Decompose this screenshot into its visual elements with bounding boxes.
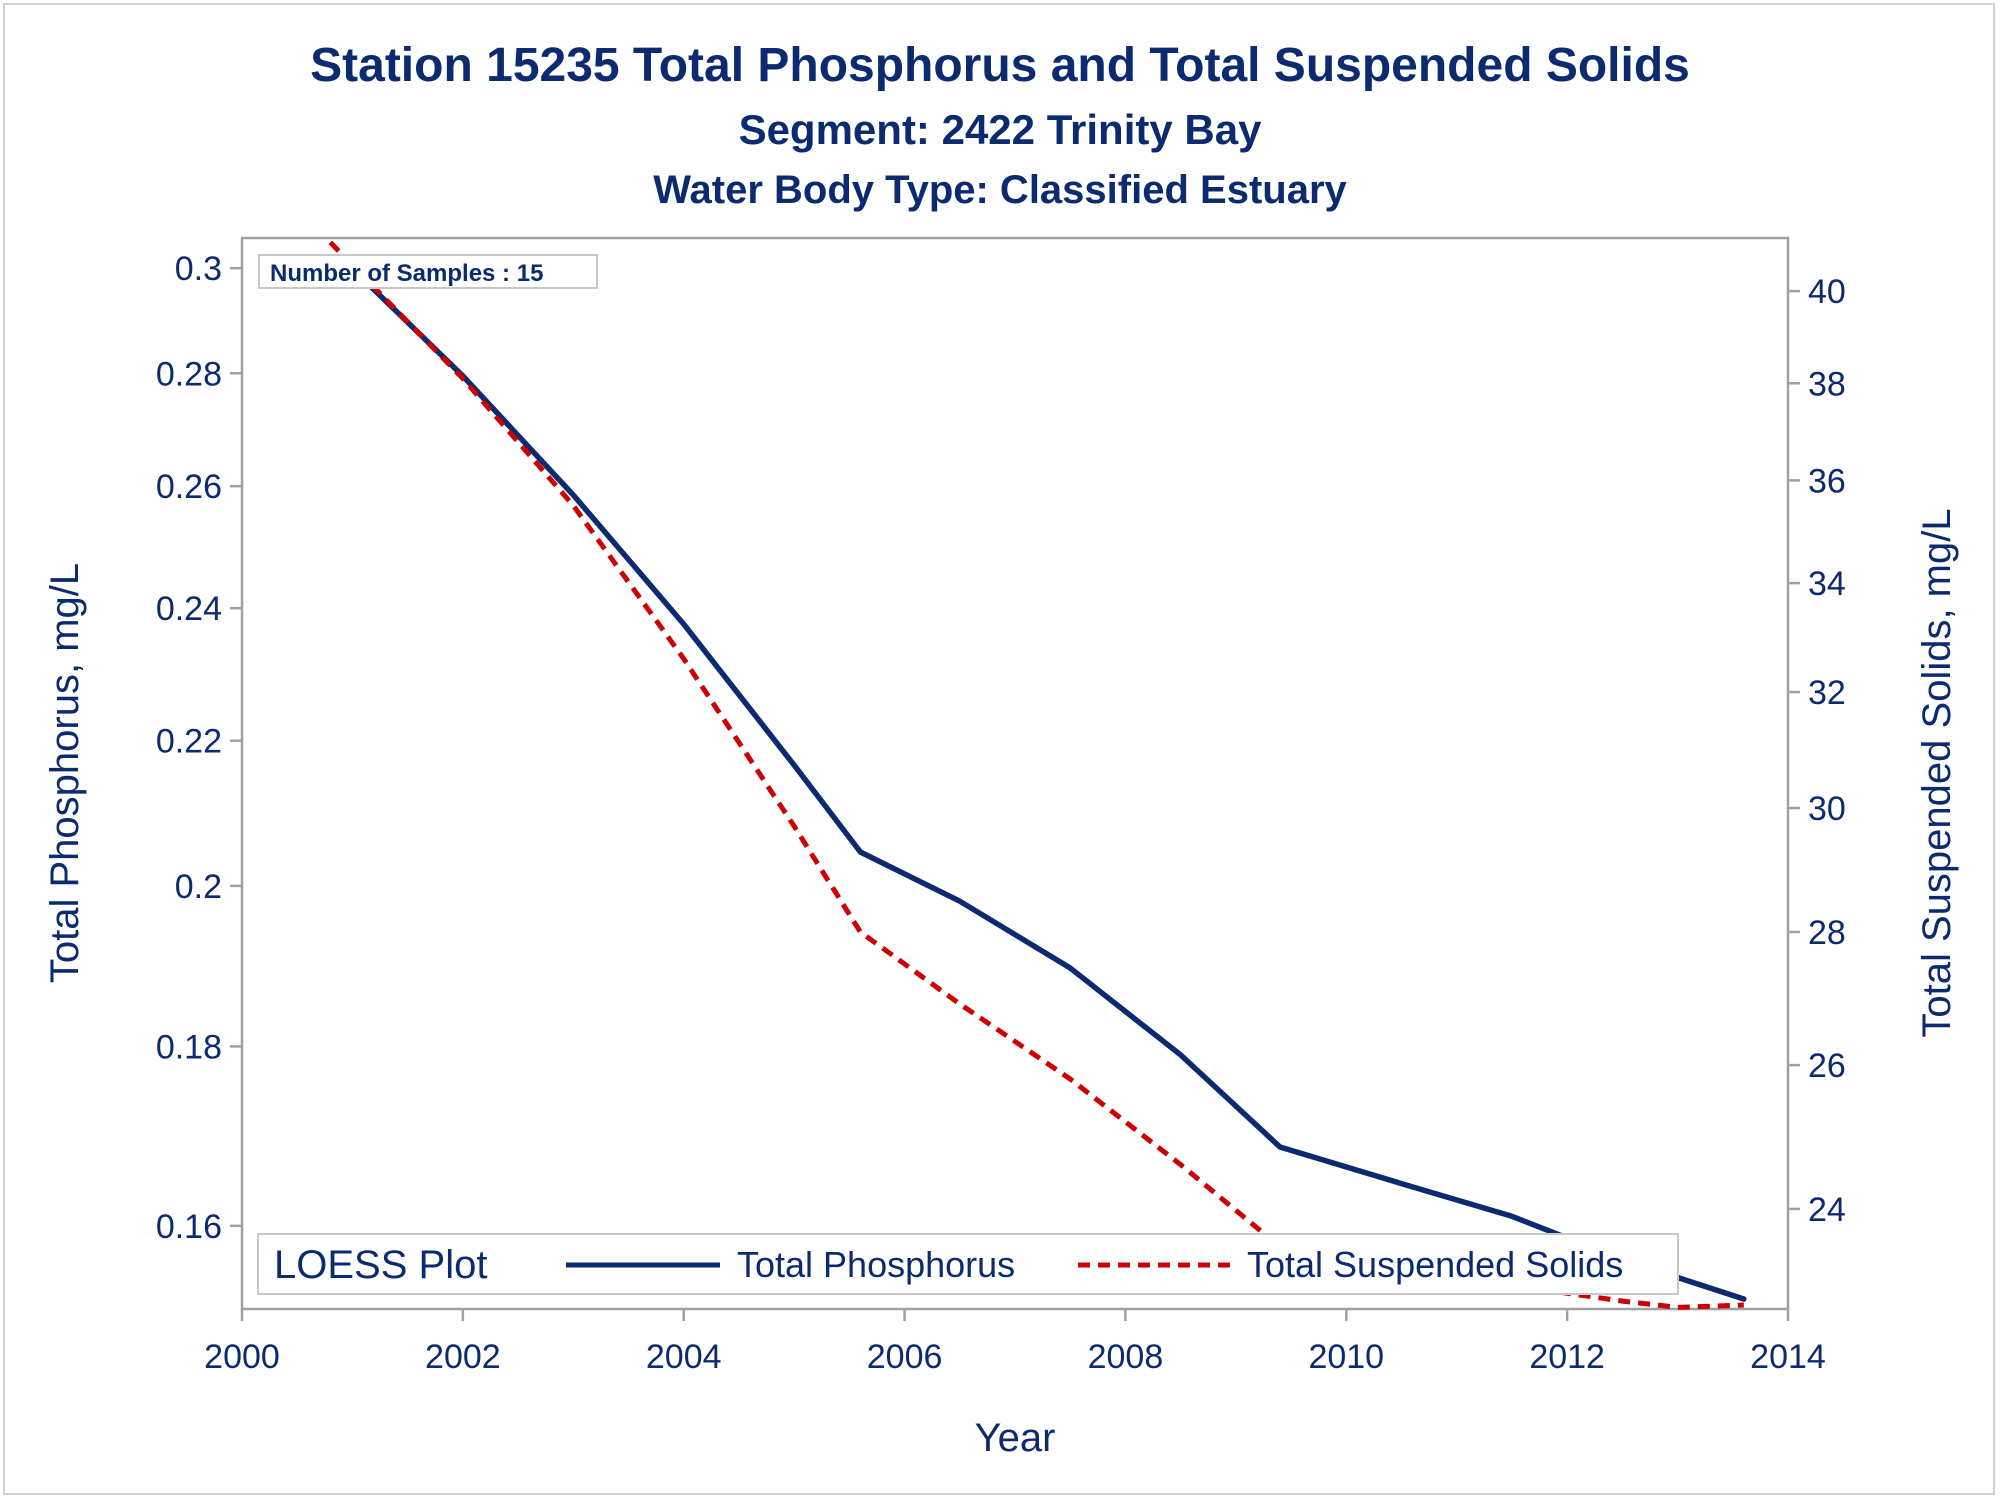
x-tick-label: 2014 [1750, 1338, 1826, 1376]
x-tick-label: 2010 [1308, 1338, 1384, 1376]
legend: LOESS Plot Total Phosphorus Total Suspen… [257, 1233, 1679, 1295]
y-right-tick-label: 38 [1808, 365, 1846, 403]
x-tick-label: 2008 [1088, 1338, 1164, 1376]
y-right-axis-label: Total Suspended Solids, mg/L [1915, 508, 1959, 1037]
y-right-tick-label: 28 [1808, 914, 1846, 952]
series-layer [328, 240, 1747, 1310]
x-tick-label: 2004 [646, 1338, 722, 1376]
legend-label-phosphorus: Total Phosphorus [737, 1244, 1015, 1285]
plot-area [240, 236, 1790, 1311]
legend-box [257, 1233, 1679, 1295]
chart-title: Station 15235 Total Phosphorus and Total… [310, 39, 1690, 92]
legend-label-tss: Total Suspended Solids [1247, 1244, 1623, 1285]
y-left-tick-label: 0.3 [175, 250, 222, 288]
y-right-tick-label: 30 [1808, 790, 1846, 828]
y-right-tick-label: 32 [1808, 674, 1846, 712]
y-left-tick-label: 0.2 [175, 868, 222, 906]
series-line-total-suspended-solids [328, 240, 1744, 1310]
y-left-tick-label: 0.22 [156, 723, 222, 761]
x-tick-label: 2006 [867, 1338, 943, 1376]
y-left-tick-label: 0.24 [156, 590, 222, 628]
y-left-axis-label: Total Phosphorus, mg/L [43, 563, 87, 983]
x-tick-label: 2000 [204, 1338, 280, 1376]
series-line-total-phosphorus [338, 255, 1747, 1302]
y-right-tick-label: 24 [1808, 1191, 1846, 1229]
y-right-tick-label: 26 [1808, 1047, 1846, 1085]
y-left-tick-label: 0.28 [156, 355, 222, 393]
y-right-tick-label: 40 [1808, 273, 1846, 311]
x-tick-label: 2012 [1529, 1338, 1605, 1376]
chart-subtitle-segment: Segment: 2422 Trinity Bay [738, 106, 1262, 153]
y-left-tick-label: 0.16 [156, 1208, 222, 1246]
y-right-tick-label: 36 [1808, 462, 1846, 500]
legend-title: LOESS Plot [274, 1243, 487, 1287]
axes-layer: 2000 2002 2004 2006 2008 2010 2012 2014 0.16 0.18… [156, 250, 1846, 1376]
y-left-tick-label: 0.26 [156, 468, 222, 506]
x-tick-label: 2002 [425, 1338, 501, 1376]
sample-count-annotation: Number of Samples : 15 [258, 254, 598, 289]
sample-count-text: Number of Samples : 15 [270, 260, 543, 287]
y-left-tick-label: 0.18 [156, 1028, 222, 1066]
chart-subtitle-waterbody: Water Body Type: Classified Estuary [653, 168, 1347, 212]
y-right-tick-label: 34 [1808, 565, 1846, 603]
x-axis-label: Year [975, 1416, 1056, 1460]
